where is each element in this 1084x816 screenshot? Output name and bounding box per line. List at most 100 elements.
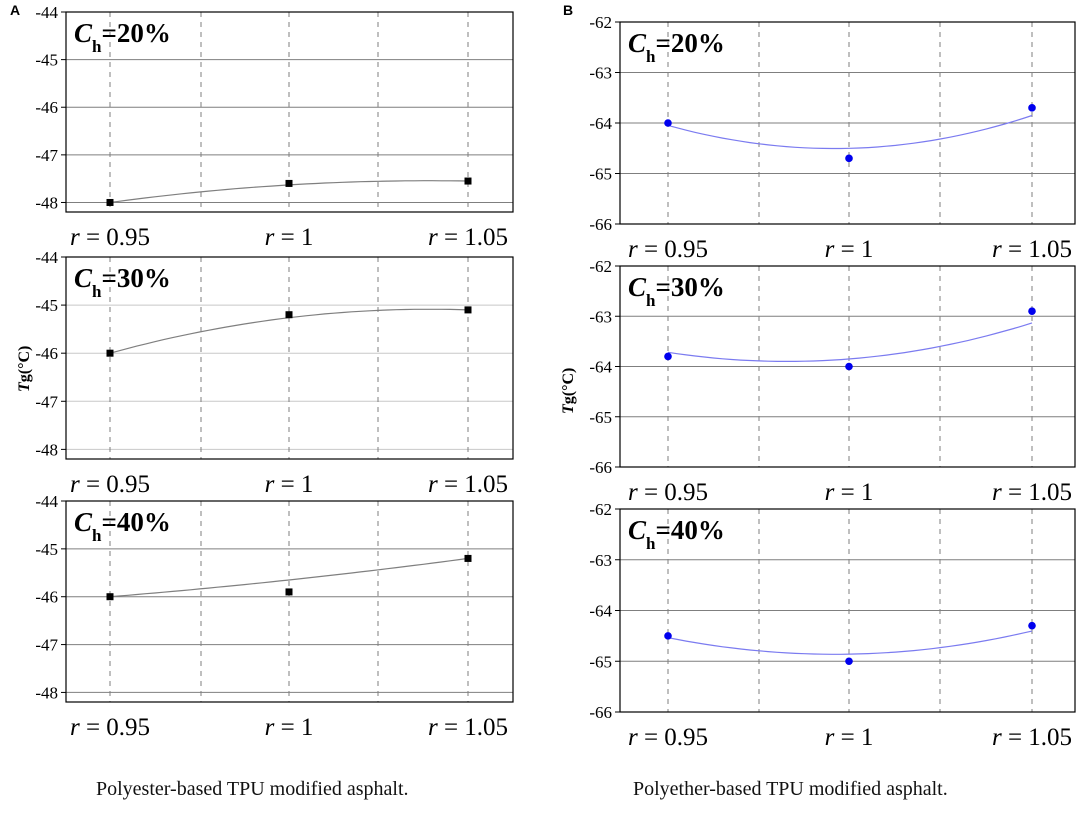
caption-a: Polyester-based TPU modified asphalt. (96, 778, 409, 800)
x-tick-label: r = 1 (265, 471, 314, 498)
y-tick-label: -64 (589, 602, 612, 621)
data-point (845, 657, 853, 666)
plot-frame (65, 11, 514, 213)
y-tick-label: -44 (35, 492, 58, 511)
data-point (664, 632, 672, 640)
fit-line (667, 630, 1033, 655)
y-tick-label: -63 (589, 551, 612, 570)
y-tick-label: -65 (589, 408, 612, 427)
x-tick-var: r (992, 236, 1002, 263)
data-point (1028, 621, 1036, 630)
y-axis-label-b-main: T (560, 404, 577, 414)
x-tick-label: r = 0.95 (70, 224, 150, 251)
y-tick-label: -47 (35, 146, 58, 165)
data-point (1028, 307, 1036, 316)
y-axis-label-a-unit: (°C) (16, 345, 33, 375)
y-tick-label: -46 (35, 588, 58, 607)
x-tick-var: r (428, 471, 438, 498)
y-tick-label: -48 (35, 683, 58, 702)
x-tick-value: = 1 (274, 714, 313, 741)
x-tick-label: r = 0.95 (628, 479, 708, 506)
y-axis-label-a-main: T (16, 382, 33, 392)
panel-letter-a: A (10, 2, 21, 18)
title-rest: =20% (655, 28, 724, 58)
title-rest: =40% (101, 507, 170, 537)
x-tick-label: r = 1.05 (992, 479, 1072, 506)
x-tick-value: = 1 (274, 224, 313, 251)
data-point (464, 306, 472, 314)
x-tick-var: r (70, 471, 80, 498)
panel-title: Ch=20% (628, 28, 725, 66)
y-tick-label: -63 (589, 307, 612, 326)
x-tick-var: r (265, 714, 275, 741)
title-rest: =40% (655, 515, 724, 545)
y-tick-label: -45 (35, 51, 58, 70)
x-tick-label: r = 1 (825, 479, 874, 506)
x-tick-var: r (428, 224, 438, 251)
x-tick-label: r = 0.95 (628, 724, 708, 751)
title-main: C (74, 507, 93, 537)
title-sub: h (646, 47, 656, 66)
x-tick-var: r (428, 714, 438, 741)
x-tick-value: = 0.95 (80, 224, 150, 251)
y-tick-label: -66 (589, 458, 612, 477)
caption-b: Polyether-based TPU modified asphalt. (633, 778, 948, 800)
plot-frame (65, 500, 514, 703)
data-point (664, 119, 672, 127)
x-tick-var: r (70, 714, 80, 741)
title-rest: =20% (101, 18, 170, 48)
data-point (664, 352, 672, 361)
y-tick-label: -65 (589, 652, 612, 671)
x-tick-var: r (992, 724, 1002, 751)
title-sub: h (92, 526, 102, 545)
x-tick-label: r = 1 (265, 714, 314, 741)
x-tick-var: r (265, 471, 275, 498)
title-main: C (628, 28, 647, 58)
y-axis-label-b-unit: (°C) (560, 367, 577, 397)
y-tick-label: -47 (35, 392, 58, 411)
fit-line (667, 322, 1033, 362)
data-point (464, 177, 472, 185)
title-sub: h (646, 291, 656, 310)
x-tick-value: = 1 (834, 724, 873, 751)
y-tick-label: -45 (35, 540, 58, 559)
panel-letter-b: B (563, 2, 574, 18)
title-sub: h (92, 282, 102, 301)
x-tick-label: r = 0.95 (70, 714, 150, 741)
y-tick-label: -66 (589, 215, 612, 234)
y-tick-label: -65 (589, 165, 612, 184)
data-point (285, 311, 293, 319)
y-tick-label: -45 (35, 296, 58, 315)
y-tick-label: -62 (589, 257, 612, 276)
title-sub: h (646, 534, 656, 553)
y-tick-label: -64 (589, 358, 612, 377)
y-tick-label: -62 (589, 13, 612, 32)
data-point (106, 593, 114, 601)
x-tick-var: r (628, 479, 638, 506)
x-tick-var: r (825, 479, 835, 506)
title-rest: =30% (101, 263, 170, 293)
y-tick-label: -66 (589, 703, 612, 722)
title-sub: h (92, 37, 102, 56)
panel-title: Ch=40% (628, 515, 725, 553)
x-tick-label: r = 0.95 (628, 236, 708, 263)
y-axis-label-b-sub: g (560, 396, 577, 405)
fit-line (667, 114, 1033, 150)
y-axis-label-b: Tg(°C) (560, 367, 580, 414)
y-tick-label: -63 (589, 64, 612, 83)
panel-title: Ch=30% (628, 272, 725, 310)
x-tick-value: = 1.05 (438, 471, 508, 498)
x-tick-value: = 0.95 (638, 479, 708, 506)
y-tick-label: -46 (35, 98, 58, 117)
plot-frame (65, 256, 514, 460)
title-main: C (628, 272, 647, 302)
data-point (106, 198, 114, 206)
panel-title: Ch=30% (74, 263, 171, 301)
x-tick-var: r (265, 224, 275, 251)
x-tick-label: r = 1.05 (428, 714, 508, 741)
